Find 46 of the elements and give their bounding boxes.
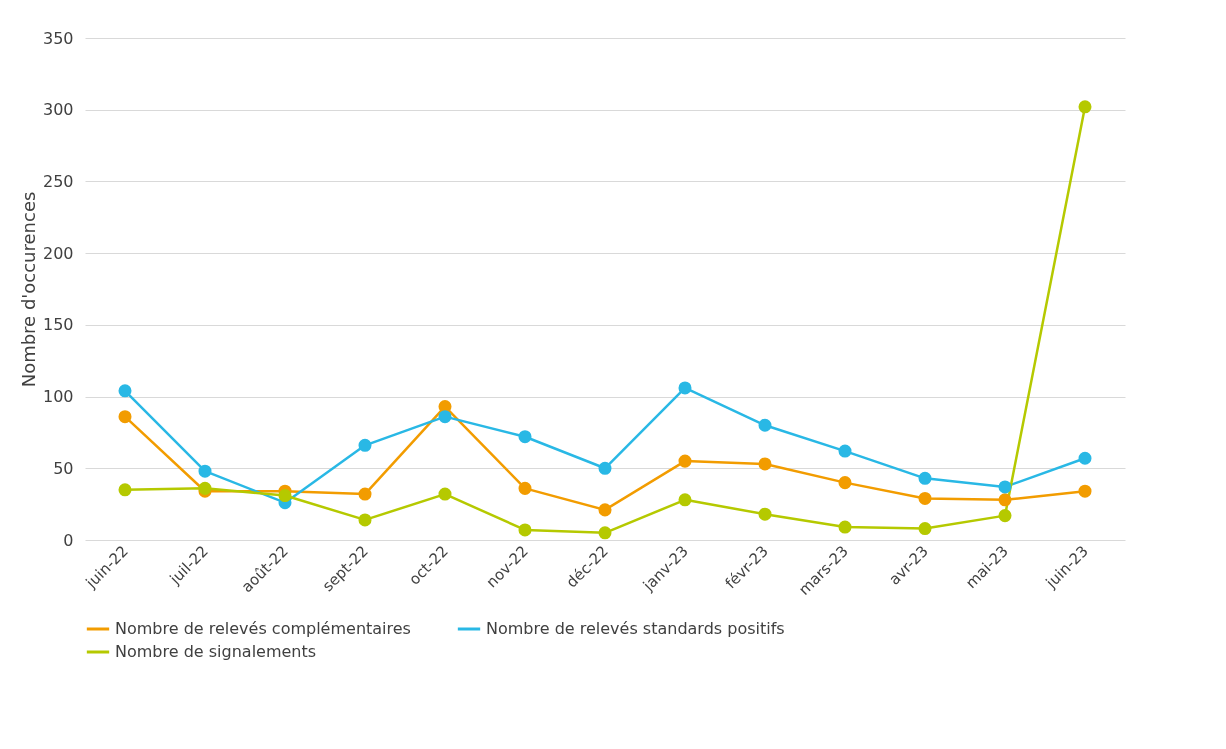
point xyxy=(678,381,692,395)
point xyxy=(358,487,372,501)
legend-label: Nombre de relevés complémentaires xyxy=(115,619,411,638)
point xyxy=(838,444,852,458)
point xyxy=(598,503,612,517)
point xyxy=(758,507,772,521)
y-tick-label: 150 xyxy=(42,315,74,335)
point xyxy=(758,457,772,471)
point xyxy=(998,493,1012,507)
y-tick-label: 0 xyxy=(63,530,74,550)
point xyxy=(838,520,852,534)
point xyxy=(358,438,372,452)
point xyxy=(438,410,452,424)
point xyxy=(518,430,532,444)
point xyxy=(198,464,212,478)
point xyxy=(918,491,932,505)
y-tick-label: 250 xyxy=(42,171,74,191)
point xyxy=(998,509,1012,523)
point xyxy=(118,410,132,424)
y-axis-title: Nombre d'occurences xyxy=(17,191,39,388)
point xyxy=(118,384,132,398)
point xyxy=(358,513,372,527)
point xyxy=(1078,451,1092,465)
point xyxy=(598,526,612,540)
point xyxy=(278,489,292,503)
point xyxy=(1078,484,1092,498)
y-tick-label: 200 xyxy=(42,243,74,263)
point xyxy=(678,493,692,507)
y-tick-label: 50 xyxy=(53,458,74,478)
point xyxy=(918,471,932,485)
point xyxy=(678,454,692,468)
point xyxy=(598,461,612,475)
legend-label: Nombre de signalements xyxy=(115,642,317,661)
point xyxy=(118,483,132,497)
point xyxy=(438,487,452,501)
point xyxy=(758,418,772,432)
point xyxy=(838,476,852,490)
y-tick-label: 350 xyxy=(42,28,74,48)
y-tick-label: 300 xyxy=(42,100,74,120)
point xyxy=(998,480,1012,494)
legend-label: Nombre de relevés standards positifs xyxy=(486,619,785,638)
point xyxy=(1078,100,1092,114)
point xyxy=(518,481,532,495)
y-tick-label: 100 xyxy=(42,387,74,407)
point xyxy=(918,522,932,536)
point xyxy=(518,523,532,537)
